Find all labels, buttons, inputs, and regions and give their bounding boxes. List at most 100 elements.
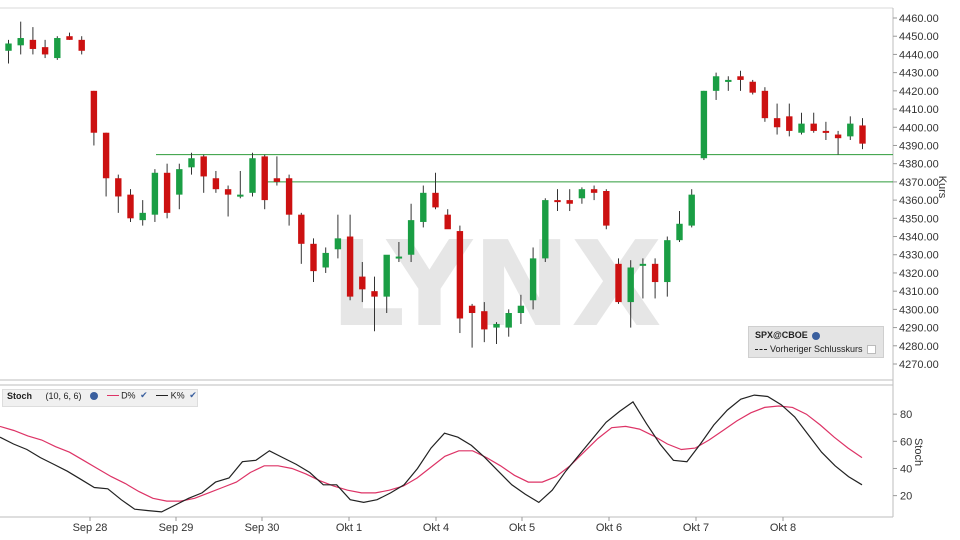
- price-tick-label: 4340.00: [899, 232, 939, 244]
- date-tick-label: Sep 28: [73, 522, 108, 534]
- candle-down: [859, 125, 866, 144]
- candlestick-series: [5, 21, 866, 348]
- price-legend: SPX@CBOE Vorheriger Schlusskurs: [748, 326, 884, 358]
- stoch-axis: 80 60 40 20: [893, 409, 912, 503]
- candle-down: [554, 200, 561, 203]
- candle-up: [322, 252, 329, 268]
- date-tick-label: Okt 4: [423, 522, 449, 534]
- price-tick-label: 4410.00: [899, 104, 939, 116]
- candle-up: [54, 38, 61, 59]
- plot-frames: [0, 7, 894, 518]
- candle-down: [346, 236, 354, 297]
- candle-up: [712, 76, 720, 91]
- candle-up: [188, 158, 195, 168]
- price-tick-label: 4380.00: [899, 159, 939, 171]
- date-tick-label: Okt 8: [770, 522, 796, 534]
- stoch-tick-label: 20: [900, 491, 912, 503]
- candle-down: [41, 47, 49, 55]
- stoch-legend-bar: Stoch (10, 6, 6) D% ✔ K% ✔: [2, 389, 198, 407]
- price-tick-label: 4300.00: [899, 304, 939, 316]
- series-k-label: K%: [170, 390, 185, 401]
- candle-down: [66, 36, 73, 40]
- candle-down: [200, 156, 207, 177]
- candle-up: [505, 313, 512, 328]
- candle-down: [212, 178, 220, 190]
- candle-up: [847, 123, 854, 137]
- candle-up: [542, 200, 549, 259]
- candle-up: [627, 267, 634, 303]
- stoch-tick-label: 40: [900, 463, 912, 475]
- candle-down: [468, 305, 476, 314]
- price-tick-label: 4280.00: [899, 341, 939, 353]
- candle-down: [78, 39, 85, 51]
- legend-dash-icon: [755, 349, 767, 351]
- candle-down: [566, 200, 573, 204]
- check-icon[interactable]: ✔: [140, 390, 148, 401]
- series-d-label: D%: [121, 390, 136, 401]
- price-tick-label: 4310.00: [899, 286, 939, 298]
- date-tick-label: Okt 7: [683, 522, 709, 534]
- candle-up: [420, 192, 427, 222]
- price-tick-label: 4460.00: [899, 13, 939, 25]
- check-icon[interactable]: ✔: [189, 390, 197, 401]
- legend-symbol: SPX@CBOE: [755, 330, 808, 340]
- date-tick-label: Sep 30: [245, 522, 280, 534]
- candle-up: [798, 123, 805, 133]
- legend-prev-close: Vorheriger Schlusskurs: [770, 344, 863, 354]
- candle-up: [17, 38, 24, 46]
- candle-up: [151, 172, 159, 215]
- candle-down: [163, 172, 171, 213]
- candle-down: [822, 130, 830, 133]
- candle-down: [127, 194, 134, 219]
- candle-down: [603, 191, 610, 226]
- k-line-swatch: [156, 395, 169, 397]
- candle-down: [115, 178, 122, 197]
- price-tick-label: 4390.00: [899, 140, 939, 152]
- candle-up: [334, 238, 342, 250]
- candle-down: [786, 116, 793, 131]
- candle-down: [224, 189, 232, 195]
- series-k-line: [0, 394, 863, 513]
- price-tick-label: 4370.00: [899, 177, 939, 189]
- candle-down: [29, 39, 37, 49]
- date-tick-label: Okt 6: [596, 522, 622, 534]
- candle-down: [298, 214, 305, 244]
- candle-up: [493, 323, 500, 328]
- price-axis: 4460.00 4450.00 4440.00 4430.00 4420.00 4410.…: [893, 13, 939, 371]
- candle-down: [761, 90, 769, 119]
- stoch-indicator-name: Stoch: [7, 390, 33, 401]
- candle-down: [102, 132, 110, 179]
- candle-down: [749, 81, 756, 93]
- candle-down: [615, 263, 622, 303]
- candle-down: [834, 134, 842, 139]
- price-tick-label: 4420.00: [899, 86, 939, 98]
- d-line-swatch: [106, 395, 119, 397]
- date-axis: Sep 28 Sep 29 Sep 30 Okt 1 Okt 4 Okt 5 Okt 6 Ok…: [73, 517, 796, 534]
- candle-down: [456, 231, 464, 319]
- date-tick-label: Okt 1: [336, 522, 362, 534]
- candle-down: [371, 291, 378, 297]
- toggle-box-icon[interactable]: [866, 345, 876, 355]
- candle-up: [725, 79, 732, 82]
- candle-down: [90, 90, 98, 133]
- stoch-tick-label: 60: [900, 436, 912, 448]
- candle-down: [481, 311, 488, 330]
- previous-close-lines: [156, 154, 893, 183]
- series-d-line: [0, 405, 863, 502]
- candle-up: [139, 212, 146, 221]
- candle-down: [310, 243, 317, 272]
- price-tick-label: 4360.00: [899, 195, 939, 207]
- candle-up: [176, 169, 183, 195]
- settings-dot-icon[interactable]: [812, 331, 821, 340]
- price-axis-title: Kurs: [936, 176, 948, 199]
- candle-up: [578, 189, 586, 199]
- stoch-tick-label: 80: [900, 409, 912, 421]
- price-tick-label: 4400.00: [899, 122, 939, 134]
- price-tick-label: 4430.00: [899, 68, 939, 80]
- candle-down: [261, 156, 268, 201]
- settings-dot-icon[interactable]: [90, 391, 99, 400]
- date-tick-label: Sep 29: [159, 522, 194, 534]
- candle-up: [407, 220, 415, 255]
- candle-up: [249, 158, 256, 193]
